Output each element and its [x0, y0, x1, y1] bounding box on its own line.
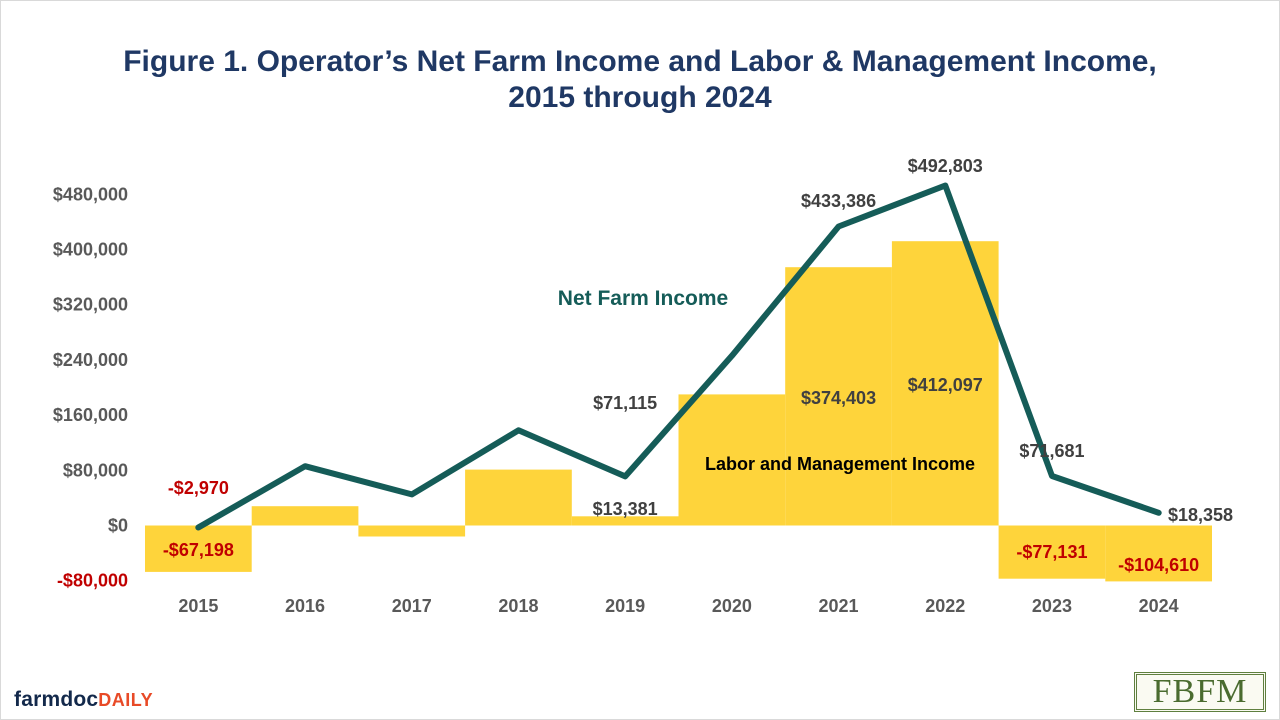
y-tick-label: $320,000: [53, 295, 128, 315]
x-tick-label-2016: 2016: [285, 596, 325, 616]
bar-2019: [571, 516, 679, 526]
net-farm-income-point-2018: [518, 429, 519, 431]
net-farm-income-point-2022: [944, 185, 946, 186]
x-axis: 2015 2016 2017 2018 2019 2020 2021 2022 2023 2024: [178, 596, 1178, 616]
y-tick-label: -$80,000: [57, 571, 128, 591]
bar-2024: [1105, 525, 1212, 582]
line-value-label-2021: $433,386: [801, 191, 876, 211]
line-value-label-2023: $71,681: [1019, 441, 1084, 461]
bar-value-label-2023: -$77,131: [1016, 542, 1087, 562]
chart-title-line-2: 2015 through 2024: [508, 81, 772, 114]
bar-2018: [465, 469, 572, 526]
bar-2017: [358, 525, 466, 537]
x-tick-label-2018: 2018: [498, 596, 538, 616]
net-farm-income-line: [195, 182, 1162, 531]
bar-value-label-2024: -$104,610: [1118, 555, 1199, 575]
line-value-label-2015: -$2,970: [168, 478, 229, 498]
series-label-labor-management-income: Labor and Management Income: [705, 454, 975, 474]
bar-2021: [785, 267, 892, 526]
series-label-net-farm-income: Net Farm Income: [558, 287, 728, 310]
y-axis: $480,000 $400,000 $320,000 $240,000 $160,000…: [53, 184, 128, 590]
y-tick-label: $480,000: [53, 184, 128, 204]
net-farm-income-point-2021: [838, 226, 840, 227]
y-tick-label: $0: [108, 516, 128, 536]
net-farm-income-point-2016: [304, 465, 306, 467]
x-tick-label-2021: 2021: [819, 596, 859, 616]
net-farm-income-point-2020: [731, 355, 733, 357]
net-farm-income-point-2019: [624, 475, 626, 477]
brand-name-part-2: DAILY: [98, 690, 154, 710]
net-farm-income-point-2015: [197, 527, 199, 528]
bar-value-label-2015: -$67,198: [163, 540, 234, 560]
bar-2016: [251, 506, 359, 526]
net-farm-income-point-2017: [411, 493, 413, 495]
brand-name-part-1: farmdoc: [14, 688, 99, 711]
line-layer: [195, 182, 1162, 531]
y-tick-label: $400,000: [53, 240, 128, 260]
bar-2020: [678, 394, 786, 526]
x-tick-label-2022: 2022: [925, 596, 965, 616]
line-value-label-2022: $492,803: [908, 156, 983, 176]
bars-layer: [145, 241, 1212, 582]
fbfm-logo: FBFM: [1134, 672, 1266, 712]
x-tick-label-2024: 2024: [1139, 596, 1179, 616]
line-value-label-2024: $18,358: [1168, 505, 1233, 525]
y-tick-label: $160,000: [53, 405, 128, 425]
bar-2015: [145, 525, 252, 572]
chart-title: Figure 1. Operator’s Net Farm Income and…: [0, 44, 1280, 116]
bar-value-label-2021: $374,403: [801, 388, 876, 408]
y-tick-label: $240,000: [53, 350, 128, 370]
net-farm-income-point-2023: [1051, 475, 1053, 477]
x-tick-label-2023: 2023: [1032, 596, 1072, 616]
bar-value-label-2022: $412,097: [908, 375, 983, 395]
x-tick-label-2019: 2019: [605, 596, 645, 616]
farmdoc-daily-logo: farmdocDAILY: [14, 688, 153, 712]
data-labels: -$67,198 $13,381 $374,403 $412,097 -$77,131 -…: [163, 156, 1233, 575]
chart-title-line-1: Figure 1. Operator’s Net Farm Income and…: [123, 45, 1157, 78]
y-tick-label: $80,000: [63, 460, 128, 480]
bar-value-label-2019: $13,381: [593, 499, 658, 519]
x-tick-label-2015: 2015: [178, 596, 218, 616]
bar-2023: [998, 525, 1106, 579]
x-tick-label-2020: 2020: [712, 596, 752, 616]
line-value-label-2019: $71,115: [593, 393, 657, 413]
net-farm-income-point-2024: [1158, 512, 1160, 514]
x-tick-label-2017: 2017: [392, 596, 432, 616]
